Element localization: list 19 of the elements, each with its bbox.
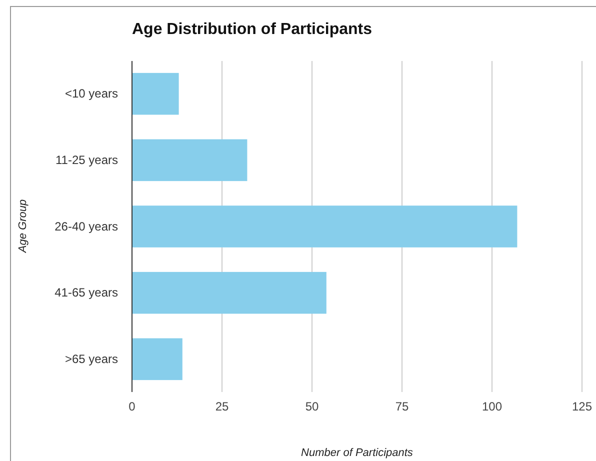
x-tick-label: 0 bbox=[128, 400, 136, 414]
bar bbox=[132, 338, 182, 380]
x-tick-label: 125 bbox=[572, 400, 592, 414]
y-tick-label: 11-25 years bbox=[56, 153, 118, 168]
x-tick-label: 25 bbox=[215, 400, 229, 414]
bar bbox=[132, 72, 179, 115]
y-tick-label: 41-65 years bbox=[54, 286, 118, 300]
x-tick-label: 75 bbox=[395, 400, 409, 414]
bar bbox=[132, 206, 518, 248]
x-axis-title: Number of Participants bbox=[301, 447, 414, 459]
bar bbox=[132, 139, 248, 182]
x-tick-label: 100 bbox=[482, 400, 502, 414]
chart-title: Age Distribution of Participants bbox=[132, 21, 372, 38]
y-tick-label: <10 years bbox=[64, 86, 118, 101]
y-axis-title: Age Group bbox=[17, 199, 29, 254]
y-tick-label: >65 years bbox=[64, 352, 118, 366]
bar bbox=[132, 272, 326, 314]
y-tick-label: 26-40 years bbox=[54, 219, 118, 234]
x-tick-label: 50 bbox=[305, 400, 319, 414]
